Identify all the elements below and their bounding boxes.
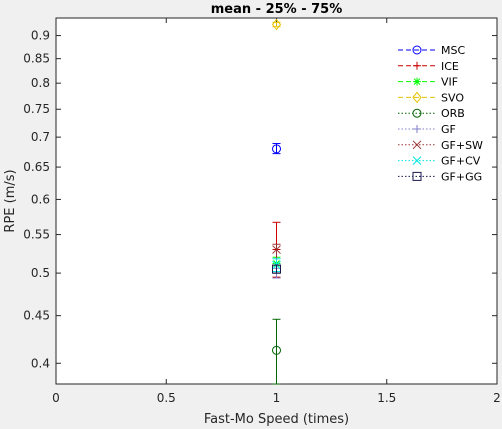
legend-marker-msc: [412, 45, 422, 55]
data-point-svo: [271, 18, 282, 31]
y-tick-label: 0.75: [23, 102, 50, 116]
y-tick-label: 0.6: [31, 192, 50, 206]
x-tick-label: 1: [273, 391, 281, 405]
y-tick-label: 0.5: [31, 266, 50, 280]
y-tick-label: 0.55: [23, 228, 50, 242]
legend-marker-orb: [412, 108, 422, 118]
y-tick-label: 0.65: [23, 160, 50, 174]
x-tick-label: 1.5: [377, 391, 396, 405]
legend-label-gf-gg: GF+GG: [441, 170, 482, 183]
legend-marker-gf: [413, 125, 421, 133]
legend-label-svo: SVO: [441, 91, 464, 104]
y-tick-label: 0.4: [31, 356, 50, 370]
legend-marker-gf-cv: [412, 156, 422, 165]
legend-label-gf: GF: [441, 123, 456, 136]
x-tick-label: 0: [52, 391, 60, 405]
legend-marker-gf-gg: [412, 171, 422, 181]
data-point-gf-gg: [272, 264, 281, 274]
legend-label-vif: VIF: [441, 76, 458, 89]
legend-label-orb: ORB: [441, 107, 465, 120]
legend-marker-svo: [412, 91, 422, 104]
legend-label-msc: MSC: [441, 44, 465, 57]
legend-marker-ice: [413, 61, 421, 70]
data-point-gf-sw: [272, 245, 281, 254]
x-tick-label: 0.5: [157, 391, 176, 405]
y-tick-label: 0.7: [31, 130, 50, 144]
chart-title: mean - 25% - 75%: [211, 2, 343, 17]
legend-marker-vif: [413, 77, 421, 86]
x-axis-label: Fast-Mo Speed (times): [204, 412, 349, 427]
data-point-orb: [272, 345, 281, 355]
data-point-msc: [272, 144, 281, 154]
y-axis-label: RPE (m/s): [3, 169, 18, 232]
y-tick-label: 0.8: [31, 76, 50, 90]
legend-label-gf-sw: GF+SW: [441, 139, 483, 152]
legend-marker-gf-sw: [412, 140, 422, 150]
y-tick-label: 0.85: [23, 52, 50, 66]
legend-label-gf-cv: GF+CV: [441, 155, 481, 168]
x-tick-label: 2: [493, 391, 501, 405]
y-tick-label: 0.45: [23, 309, 50, 323]
legend-label-ice: ICE: [441, 60, 459, 73]
y-tick-label: 0.9: [31, 29, 50, 43]
